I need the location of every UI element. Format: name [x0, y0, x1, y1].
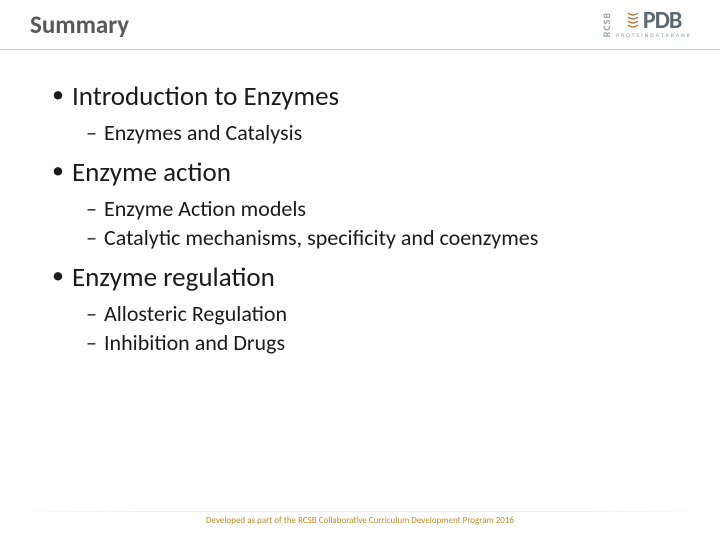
slide: Summary RCSB PDB P R O T E I N D A T A B… — [0, 0, 720, 540]
section-1: Introduction to Enzymes Enzymes and Cata… — [52, 80, 680, 146]
logo-rcsb-text: RCSB — [602, 12, 612, 37]
bullet-l2: Inhibition and Drugs — [52, 329, 680, 356]
pdb-logo: RCSB PDB P R O T E I N D A T A B A N K — [602, 9, 690, 40]
logo-pdb-text: PDB — [625, 9, 681, 33]
bullet-l2: Allosteric Regulation — [52, 300, 680, 327]
logo-subtitle: P R O T E I N D A T A B A N K — [616, 34, 690, 40]
helix-icon — [625, 11, 641, 31]
logo-pdb-wrap: PDB P R O T E I N D A T A B A N K — [616, 9, 690, 40]
header-bar: Summary RCSB PDB P R O T E I N D A T A B… — [0, 0, 720, 50]
bullet-l1: Introduction to Enzymes — [52, 80, 680, 113]
slide-title: Summary — [30, 9, 129, 40]
footer-text: Developed as part of the RCSB Collaborat… — [206, 515, 514, 526]
footer: Developed as part of the RCSB Collaborat… — [0, 509, 720, 528]
bullet-l1: Enzyme regulation — [52, 261, 680, 294]
bullet-l2: Enzyme Action models — [52, 195, 680, 222]
section-3: Enzyme regulation Allosteric Regulation … — [52, 261, 680, 356]
section-2: Enzyme action Enzyme Action models Catal… — [52, 156, 680, 251]
content-area: Introduction to Enzymes Enzymes and Cata… — [0, 50, 720, 356]
bullet-l1: Enzyme action — [52, 156, 680, 189]
bullet-l2: Catalytic mechanisms, specificity and co… — [52, 224, 680, 251]
bullet-l2: Enzymes and Catalysis — [52, 119, 680, 146]
